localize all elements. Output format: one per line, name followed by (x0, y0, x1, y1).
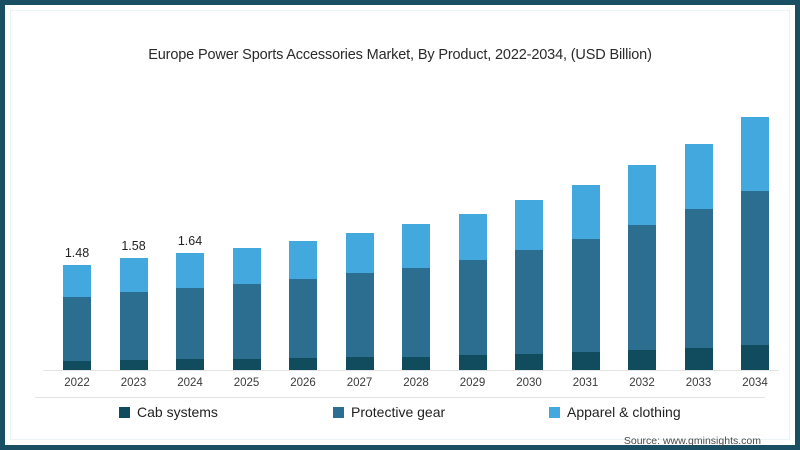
bar-segment-protective-gear-2033[interactable] (684, 209, 713, 348)
bar-2031[interactable] (571, 184, 600, 370)
bar-segment-protective-gear-2023[interactable] (119, 291, 148, 361)
bar-segment-apparel-clothing-2034[interactable] (741, 117, 769, 191)
x-tick-2023: 2023 (120, 377, 147, 389)
bar-segment-cab-systems-2032[interactable] (628, 350, 656, 370)
bar-2022[interactable] (63, 264, 91, 370)
bar-segment-protective-gear-2024[interactable] (176, 288, 204, 360)
bar-segment-protective-gear-2025[interactable] (232, 284, 261, 359)
legend-label: Cab systems (137, 404, 218, 420)
plot-area: 1.48 1.58 1.64 (35, 101, 787, 371)
data-label-2023: 1.58 (121, 238, 146, 253)
legend-item-apparel-clothing[interactable]: Apparel & clothing (549, 404, 681, 420)
x-axis-line (43, 370, 779, 371)
legend-divider (35, 397, 765, 398)
bar-segment-cab-systems-2029[interactable] (458, 355, 487, 370)
bar-segment-apparel-clothing-2023[interactable] (119, 257, 148, 292)
bar-segment-cab-systems-2026[interactable] (289, 357, 317, 370)
bar-segment-protective-gear-2032[interactable] (628, 225, 656, 351)
bar-segment-apparel-clothing-2024[interactable] (176, 253, 204, 289)
bar-segment-protective-gear-2027[interactable] (345, 273, 374, 358)
bar-segment-cab-systems-2030[interactable] (515, 353, 543, 370)
bar-segment-cab-systems-2022[interactable] (63, 360, 91, 370)
bar-2027[interactable] (345, 232, 374, 370)
bar-segment-apparel-clothing-2026[interactable] (289, 240, 317, 280)
bar-segment-apparel-clothing-2022[interactable] (63, 264, 91, 297)
bar-segment-apparel-clothing-2025[interactable] (232, 247, 261, 285)
bar-segment-cab-systems-2024[interactable] (176, 359, 204, 370)
legend-item-cab-systems[interactable]: Cab systems (119, 404, 218, 420)
bar-segment-protective-gear-2028[interactable] (402, 267, 430, 357)
legend-item-protective-gear[interactable]: Protective gear (333, 404, 445, 420)
x-tick-2032: 2032 (629, 377, 655, 389)
bar-2025[interactable] (232, 247, 261, 370)
legend-swatch-icon (119, 406, 130, 418)
bar-2030[interactable] (515, 200, 543, 370)
bar-segment-apparel-clothing-2031[interactable] (571, 184, 600, 240)
x-tick-2022: 2022 (64, 377, 90, 389)
x-tick-2029: 2029 (459, 377, 486, 389)
bar-2032[interactable] (628, 165, 656, 370)
bar-segment-apparel-clothing-2028[interactable] (402, 224, 430, 268)
bar-segment-cab-systems-2028[interactable] (402, 356, 430, 370)
bar-segment-protective-gear-2034[interactable] (741, 190, 769, 346)
bar-2033[interactable] (684, 144, 713, 370)
legend-label: Apparel & clothing (567, 404, 681, 420)
x-tick-2026: 2026 (290, 377, 316, 389)
x-tick-2028: 2028 (403, 377, 429, 389)
bar-segment-cab-systems-2034[interactable] (741, 345, 769, 370)
bar-segment-cab-systems-2027[interactable] (345, 357, 374, 370)
bar-segment-cab-systems-2023[interactable] (119, 360, 148, 370)
x-tick-2031: 2031 (572, 377, 599, 389)
x-tick-2025: 2025 (233, 377, 260, 389)
source-note: Source: www.gminsights.com (623, 435, 761, 447)
bar-segment-apparel-clothing-2027[interactable] (345, 232, 374, 274)
bar-segment-apparel-clothing-2032[interactable] (628, 165, 656, 226)
bar-segment-cab-systems-2025[interactable] (232, 358, 261, 370)
data-label-2024: 1.64 (177, 234, 203, 249)
bar-2026[interactable] (289, 240, 317, 370)
bar-segment-apparel-clothing-2033[interactable] (684, 144, 713, 210)
bar-2024[interactable] (176, 253, 204, 370)
bar-segment-protective-gear-2029[interactable] (458, 259, 487, 356)
bar-segment-protective-gear-2022[interactable] (63, 296, 91, 361)
x-tick-2027: 2027 (346, 377, 373, 389)
bar-segment-apparel-clothing-2029[interactable] (458, 213, 487, 260)
bar-2029[interactable] (458, 213, 487, 370)
bar-segment-cab-systems-2033[interactable] (684, 347, 713, 370)
data-label-2022: 1.48 (64, 245, 90, 260)
chart-canvas: Europe Power Sports Accessories Market, … (10, 10, 790, 447)
legend-swatch-icon (549, 406, 560, 418)
bar-2023[interactable] (119, 257, 148, 370)
bar-segment-protective-gear-2031[interactable] (571, 239, 600, 353)
bar-segment-apparel-clothing-2030[interactable] (515, 200, 543, 250)
x-tick-2034: 2034 (742, 377, 768, 389)
chart-title: Europe Power Sports Accessories Market, … (148, 47, 652, 63)
bar-segment-protective-gear-2030[interactable] (515, 249, 543, 354)
chart-legend: Cab systems Protective gear Apparel & clot… (11, 404, 789, 430)
legend-label: Protective gear (351, 404, 446, 420)
x-tick-2033: 2033 (685, 377, 712, 389)
bar-2034[interactable] (741, 117, 769, 370)
x-tick-2030: 2030 (516, 377, 542, 389)
bar-segment-cab-systems-2031[interactable] (571, 352, 600, 370)
bar-segment-protective-gear-2026[interactable] (289, 279, 317, 358)
bar-2028[interactable] (402, 224, 430, 370)
x-tick-2024: 2024 (177, 377, 203, 389)
legend-swatch-icon (333, 406, 344, 418)
